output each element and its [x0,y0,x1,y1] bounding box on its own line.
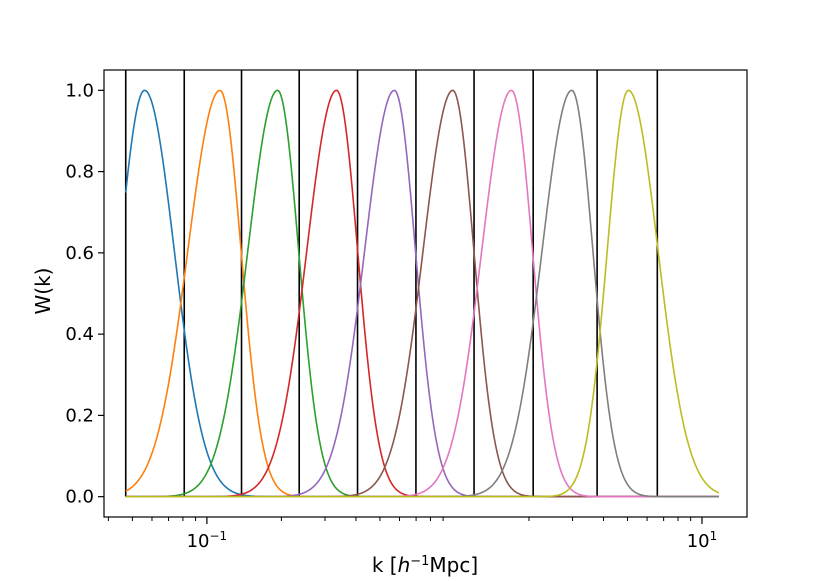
y-tick-label: 0.0 [65,487,94,508]
y-tick-label: 0.6 [65,243,94,264]
series-line-8 [125,89,719,498]
plot-frame [103,69,748,518]
x-axis: 10−1 101 [107,517,718,552]
y-tick-label: 0.8 [65,162,94,183]
y-tick-label: 0.2 [65,405,94,426]
series-line-2 [125,89,719,498]
series-line-3 [125,89,719,498]
x-axis-label: k [h−1Mpc] [372,553,478,577]
series-line-4 [125,89,719,498]
x-tick-label: 101 [687,529,718,552]
series-line-7 [125,89,719,498]
series-line-6 [125,89,719,498]
y-tick-label: 1.0 [65,80,94,101]
y-axis-label: W(k) [31,268,55,315]
plot-area [124,70,720,498]
series-line-9 [125,89,720,498]
x-tick-label: 10−1 [187,529,228,552]
series-line-1 [124,89,719,498]
y-axis: 0.0 0.2 0.4 0.6 0.8 1.0 [65,80,104,508]
series-line-5 [125,89,719,498]
y-tick-label: 0.4 [65,324,94,345]
